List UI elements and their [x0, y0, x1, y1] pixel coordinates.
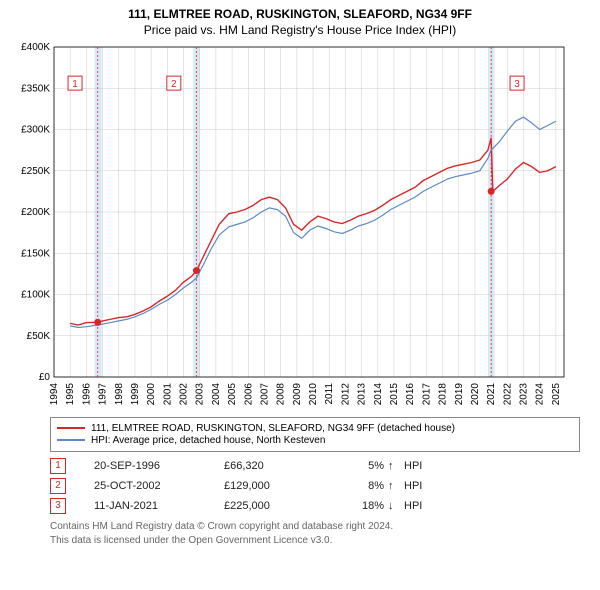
svg-text:2025: 2025	[551, 382, 562, 405]
svg-text:2012: 2012	[340, 382, 351, 405]
svg-text:£300K: £300K	[21, 124, 50, 135]
svg-text:2023: 2023	[519, 382, 530, 405]
svg-text:2015: 2015	[389, 382, 400, 405]
legend-item: HPI: Average price, detached house, Nort…	[57, 435, 573, 446]
footer-line-2: This data is licensed under the Open Gov…	[50, 534, 580, 548]
transaction-marker: 1	[50, 458, 66, 474]
svg-text:2019: 2019	[454, 382, 465, 405]
transaction-tag: HPI	[404, 460, 444, 472]
footer-attribution: Contains HM Land Registry data © Crown c…	[50, 520, 580, 548]
svg-text:£50K: £50K	[27, 331, 51, 342]
svg-text:£150K: £150K	[21, 248, 50, 259]
transaction-price: £225,000	[224, 500, 334, 512]
transaction-date: 25-OCT-2002	[94, 480, 224, 492]
svg-text:2002: 2002	[179, 382, 190, 405]
arrow-down-icon: ↓	[388, 500, 404, 512]
svg-text:1997: 1997	[98, 382, 109, 405]
svg-text:2021: 2021	[486, 382, 497, 405]
transaction-pct: 5%	[334, 460, 388, 472]
svg-text:2014: 2014	[373, 382, 384, 405]
transaction-marker: 2	[50, 478, 66, 494]
transaction-pct: 8%	[334, 480, 388, 492]
svg-text:2011: 2011	[324, 382, 335, 404]
transaction-tag: HPI	[404, 500, 444, 512]
arrow-up-icon: ↑	[388, 460, 404, 472]
transaction-price: £129,000	[224, 480, 334, 492]
transaction-row: 1 20-SEP-1996£66,3205%↑HPI	[50, 458, 580, 474]
line-chart-svg: £0 £50K £100K £150K £200K £250K £300K £350K £400…	[12, 41, 572, 411]
legend-swatch	[57, 439, 85, 441]
svg-text:2001: 2001	[162, 382, 173, 405]
svg-text:2017: 2017	[421, 382, 432, 405]
svg-text:2016: 2016	[405, 382, 416, 405]
transaction-date: 20-SEP-1996	[94, 460, 224, 472]
svg-text:2018: 2018	[438, 382, 449, 405]
legend: 111, ELMTREE ROAD, RUSKINGTON, SLEAFORD,…	[50, 417, 580, 452]
legend-item: 111, ELMTREE ROAD, RUSKINGTON, SLEAFORD,…	[57, 423, 573, 434]
transaction-marker: 3	[50, 498, 66, 514]
svg-text:2004: 2004	[211, 382, 222, 405]
chart-container: 111, ELMTREE ROAD, RUSKINGTON, SLEAFORD,…	[0, 0, 600, 556]
transaction-price: £66,320	[224, 460, 334, 472]
svg-text:£200K: £200K	[21, 207, 50, 218]
svg-text:2000: 2000	[146, 382, 157, 405]
legend-label: HPI: Average price, detached house, Nort…	[91, 435, 325, 446]
svg-text:2024: 2024	[535, 382, 546, 405]
svg-text:2013: 2013	[357, 382, 368, 405]
svg-text:2022: 2022	[502, 382, 513, 405]
svg-text:1995: 1995	[65, 382, 76, 405]
svg-text:2005: 2005	[227, 382, 238, 405]
svg-text:1: 1	[72, 79, 78, 90]
svg-text:1999: 1999	[130, 382, 141, 405]
svg-text:1994: 1994	[49, 382, 60, 405]
svg-text:2006: 2006	[243, 382, 254, 405]
transaction-tag: HPI	[404, 480, 444, 492]
chart-title: 111, ELMTREE ROAD, RUSKINGTON, SLEAFORD,…	[8, 6, 592, 23]
transaction-row: 2 25-OCT-2002£129,0008%↑HPI	[50, 478, 580, 494]
transaction-date: 11-JAN-2021	[94, 500, 224, 512]
chart-subtitle: Price paid vs. HM Land Registry's House …	[8, 23, 592, 37]
arrow-up-icon: ↑	[388, 480, 404, 492]
svg-text:2007: 2007	[259, 382, 270, 405]
svg-text:2: 2	[171, 79, 177, 90]
svg-text:2009: 2009	[292, 382, 303, 405]
transaction-pct: 18%	[334, 500, 388, 512]
svg-text:2020: 2020	[470, 382, 481, 405]
svg-text:3: 3	[514, 79, 520, 90]
transaction-row: 3 11-JAN-2021£225,00018%↓HPI	[50, 498, 580, 514]
svg-text:2003: 2003	[195, 382, 206, 405]
footer-line-1: Contains HM Land Registry data © Crown c…	[50, 520, 580, 534]
legend-swatch	[57, 427, 85, 429]
svg-text:£0: £0	[39, 372, 51, 383]
transaction-table: 120-SEP-1996£66,3205%↑HPI225-OCT-2002£12…	[50, 458, 580, 514]
svg-text:1996: 1996	[81, 382, 92, 405]
svg-text:1998: 1998	[114, 382, 125, 405]
svg-text:£350K: £350K	[21, 83, 50, 94]
legend-label: 111, ELMTREE ROAD, RUSKINGTON, SLEAFORD,…	[91, 423, 455, 434]
svg-text:£100K: £100K	[21, 289, 50, 300]
svg-text:2008: 2008	[276, 382, 287, 405]
svg-text:£250K: £250K	[21, 166, 50, 177]
chart-plot: £0 £50K £100K £150K £200K £250K £300K £350K £400…	[12, 41, 592, 411]
svg-text:2010: 2010	[308, 382, 319, 405]
svg-text:£400K: £400K	[21, 42, 50, 53]
